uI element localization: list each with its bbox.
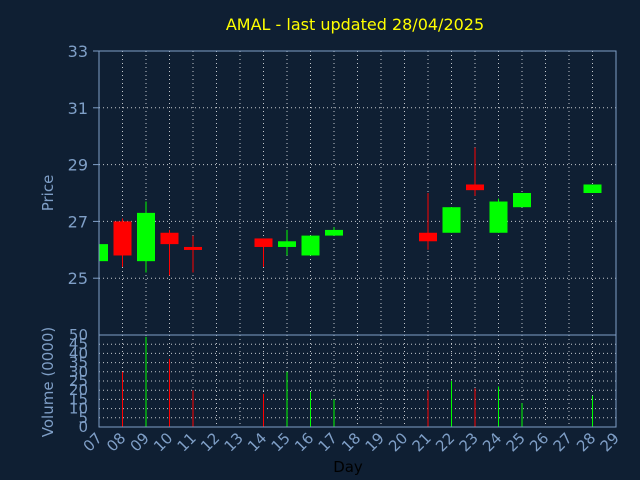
- candles: [98, 147, 602, 276]
- volume-tick-label: 45: [69, 335, 88, 353]
- x-tick-labels: 0708091011121314151617181920212223242526…: [80, 429, 623, 455]
- volume-panel-frame: [98, 334, 617, 428]
- candle-body: [301, 235, 320, 256]
- candle-body: [419, 232, 437, 242]
- volume-tick-label: 30: [69, 363, 88, 381]
- candle-body: [99, 244, 108, 262]
- chart-title: AMAL - last updated 28/04/2025: [226, 15, 484, 34]
- volume-tick-label: 10: [69, 400, 88, 418]
- volume-tick-label: 35: [69, 354, 88, 372]
- candle-body: [113, 221, 132, 256]
- candle-body: [489, 201, 508, 233]
- volume-tick-label: 15: [69, 390, 88, 408]
- price-axis-label: Price: [39, 175, 57, 212]
- price-grid: [93, 50, 617, 335]
- volume-tick-label: 40: [69, 344, 88, 362]
- candle-body: [184, 246, 202, 250]
- candle-body: [513, 193, 531, 208]
- price-tick-label: 25: [68, 269, 88, 288]
- price-tick-label: 33: [68, 42, 88, 61]
- candle-body: [466, 184, 484, 191]
- volume-axis-label: Volume (0000): [39, 327, 57, 437]
- volume-tick-label: 0: [78, 418, 88, 436]
- price-tick-labels: 33 31 29 27 25: [68, 42, 88, 288]
- price-tick-label: 31: [68, 99, 88, 118]
- candle-body: [325, 229, 343, 236]
- candle-body: [254, 238, 273, 247]
- volume-bars: [122, 336, 593, 427]
- candle-body: [160, 232, 179, 245]
- x-axis-label: Day: [333, 458, 363, 476]
- volume-tick-label: 50: [69, 326, 88, 344]
- candle-body: [278, 241, 296, 247]
- candle-body: [137, 212, 155, 262]
- price-tick-label: 27: [68, 212, 88, 231]
- volume-tick-label: 5: [78, 409, 88, 427]
- volume-tick-label: 20: [69, 381, 88, 399]
- candle-body: [583, 184, 602, 193]
- candle-body: [442, 207, 461, 233]
- volume-tick-label: 25: [69, 372, 88, 390]
- price-tick-label: 29: [68, 156, 88, 175]
